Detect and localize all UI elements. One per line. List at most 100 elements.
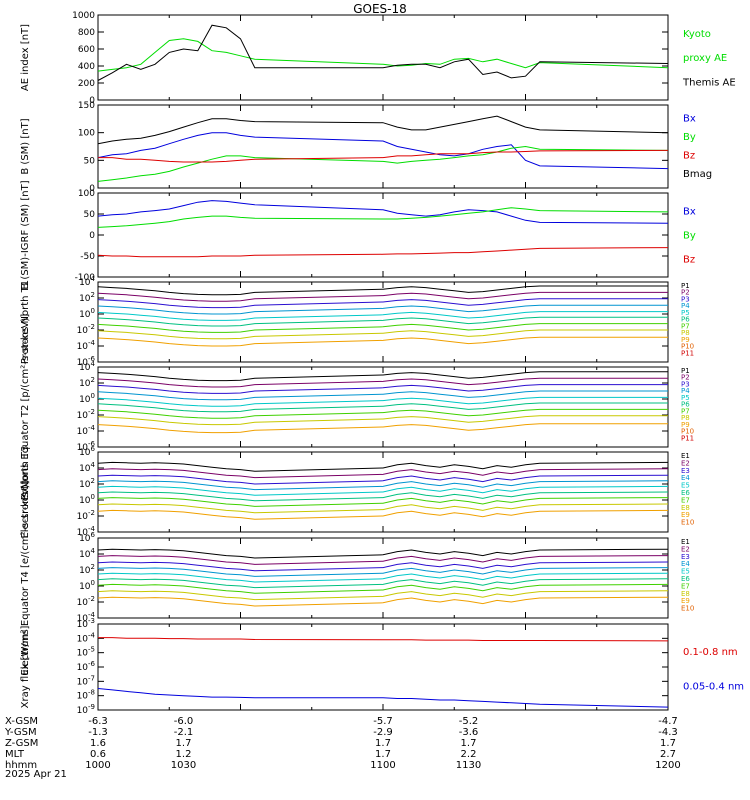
y-tick-label: 102 xyxy=(79,291,95,304)
panel-ae: 1000 800 600 400 200 0 AE index [nT] Kyoto proxy… xyxy=(20,11,736,106)
row-value: 1.6 xyxy=(90,738,106,749)
row-value: -2.9 xyxy=(373,727,393,738)
row-value: 1.7 xyxy=(375,738,391,749)
row-value: -1.3 xyxy=(88,727,108,738)
y-tick-label: 50 xyxy=(84,156,96,166)
y-tick-label: 200 xyxy=(78,79,95,89)
y-tick-label: 10-2 xyxy=(77,595,95,608)
y-tick-label: 102 xyxy=(79,563,95,576)
series-line-by xyxy=(97,207,669,228)
channel-line-P6 xyxy=(97,402,668,413)
channel-line-E4 xyxy=(97,480,669,491)
y-tick-label: -100 xyxy=(75,273,96,283)
channel-line-E9 xyxy=(97,596,669,607)
channel-label-E9: E9 xyxy=(681,597,690,605)
row-value: -4.3 xyxy=(658,727,678,738)
y-axis-label: Protons North T1 xyxy=(20,280,31,364)
y-axis-label: Electrons North T3 xyxy=(20,445,31,538)
channel-label-E4: E4 xyxy=(681,474,690,482)
channel-line-P9 xyxy=(97,336,668,347)
channel-label-E9: E9 xyxy=(681,511,690,519)
row-value: 0.6 xyxy=(90,749,106,760)
y-tick-label: 10-6 xyxy=(77,660,96,673)
channel-label-E2: E2 xyxy=(681,459,690,467)
y-tick-label: 100 xyxy=(78,189,95,199)
y-axis-label: AE index [nT] xyxy=(20,24,31,91)
row-value: 2.2 xyxy=(461,749,477,760)
series-line-themis-ae xyxy=(97,24,669,81)
channel-line-E7 xyxy=(97,583,669,594)
channel-line-P3 xyxy=(97,298,668,309)
channel-label-P7: P7 xyxy=(681,407,690,415)
y-tick-label: 104 xyxy=(79,461,95,474)
channel-line-P8 xyxy=(97,415,668,426)
y-tick-label: 1000 xyxy=(72,11,95,21)
row-value: 2.7 xyxy=(660,749,676,760)
channel-label-P10: P10 xyxy=(681,343,694,351)
row-value: 1.7 xyxy=(660,738,676,749)
y-tick-label: 104 xyxy=(79,547,95,560)
y-tick-label: 600 xyxy=(78,45,95,55)
plot-title: GOES-18 xyxy=(353,2,407,16)
legend-label: 0.1-0.8 nm xyxy=(683,647,738,658)
channel-line-E1 xyxy=(97,548,669,559)
channel-label-E5: E5 xyxy=(681,482,690,490)
y-tick-label: 150 xyxy=(78,101,95,111)
y-tick-label: 100 xyxy=(79,493,95,506)
legend-label: Bz xyxy=(683,255,695,266)
y-tick-label: 50 xyxy=(84,210,96,220)
y-tick-label: 0 xyxy=(89,231,95,241)
series-line-bz xyxy=(98,149,669,163)
channel-line-P7 xyxy=(97,408,668,419)
row-value: 1.7 xyxy=(461,738,477,749)
y-tick-label: 100 xyxy=(78,129,95,139)
channel-line-E8 xyxy=(97,590,669,601)
channel-label-P3: P3 xyxy=(681,296,690,304)
row-value: 1100 xyxy=(370,760,395,771)
channel-label-E6: E6 xyxy=(681,575,690,583)
series-line-bx xyxy=(97,132,669,170)
channel-label-E7: E7 xyxy=(681,582,690,590)
y-axis-label: Protons Equator T2 [p/(cm²-s-sr-keV)] xyxy=(20,314,31,501)
channel-line-E1 xyxy=(97,461,669,472)
y-tick-label: 10-5 xyxy=(77,646,95,659)
channel-label-E3: E3 xyxy=(681,467,690,475)
channel-label-P7: P7 xyxy=(681,322,690,330)
row-label-mlt: MLT xyxy=(5,749,25,760)
legend-label: proxy AE xyxy=(683,53,727,64)
row-value: 1200 xyxy=(655,760,680,771)
channel-line-E6 xyxy=(97,578,669,589)
row-label-x-gsm: X-GSM xyxy=(5,716,38,727)
channel-label-E10: E10 xyxy=(681,519,694,527)
row-value: -4.7 xyxy=(658,716,678,727)
row-value: -5.7 xyxy=(373,716,393,727)
series-line-bx xyxy=(97,200,669,224)
channel-label-P2: P2 xyxy=(681,289,690,297)
panel-frame xyxy=(97,623,669,711)
row-value: 1130 xyxy=(456,760,481,771)
y-tick-label: 10-2 xyxy=(77,509,95,522)
row-value: 1030 xyxy=(171,760,196,771)
channel-label-P4: P4 xyxy=(681,387,690,395)
channel-line-P1 xyxy=(97,285,668,296)
y-tick-label: -50 xyxy=(80,252,95,262)
channel-label-P2: P2 xyxy=(681,374,690,382)
row-value: -6.3 xyxy=(88,716,108,727)
y-tick-label: 10-4 xyxy=(77,631,96,644)
series-line-0-05-0-4-nm xyxy=(97,688,669,708)
channel-label-P6: P6 xyxy=(681,316,690,324)
y-tick-label: 10-9 xyxy=(77,703,95,716)
channel-line-P2 xyxy=(97,377,668,388)
channel-line-P9 xyxy=(97,423,668,434)
row-label-z-gsm: Z-GSM xyxy=(5,738,38,749)
y-axis-label: B (SM)-IGRF (SM) [nT] xyxy=(20,180,31,289)
row-value: -6.0 xyxy=(174,716,194,727)
row-label-y-gsm: Y-GSM xyxy=(4,727,37,738)
y-tick-label: 10-4 xyxy=(77,339,96,352)
channel-label-E10: E10 xyxy=(681,605,694,613)
channel-label-E8: E8 xyxy=(681,504,690,512)
